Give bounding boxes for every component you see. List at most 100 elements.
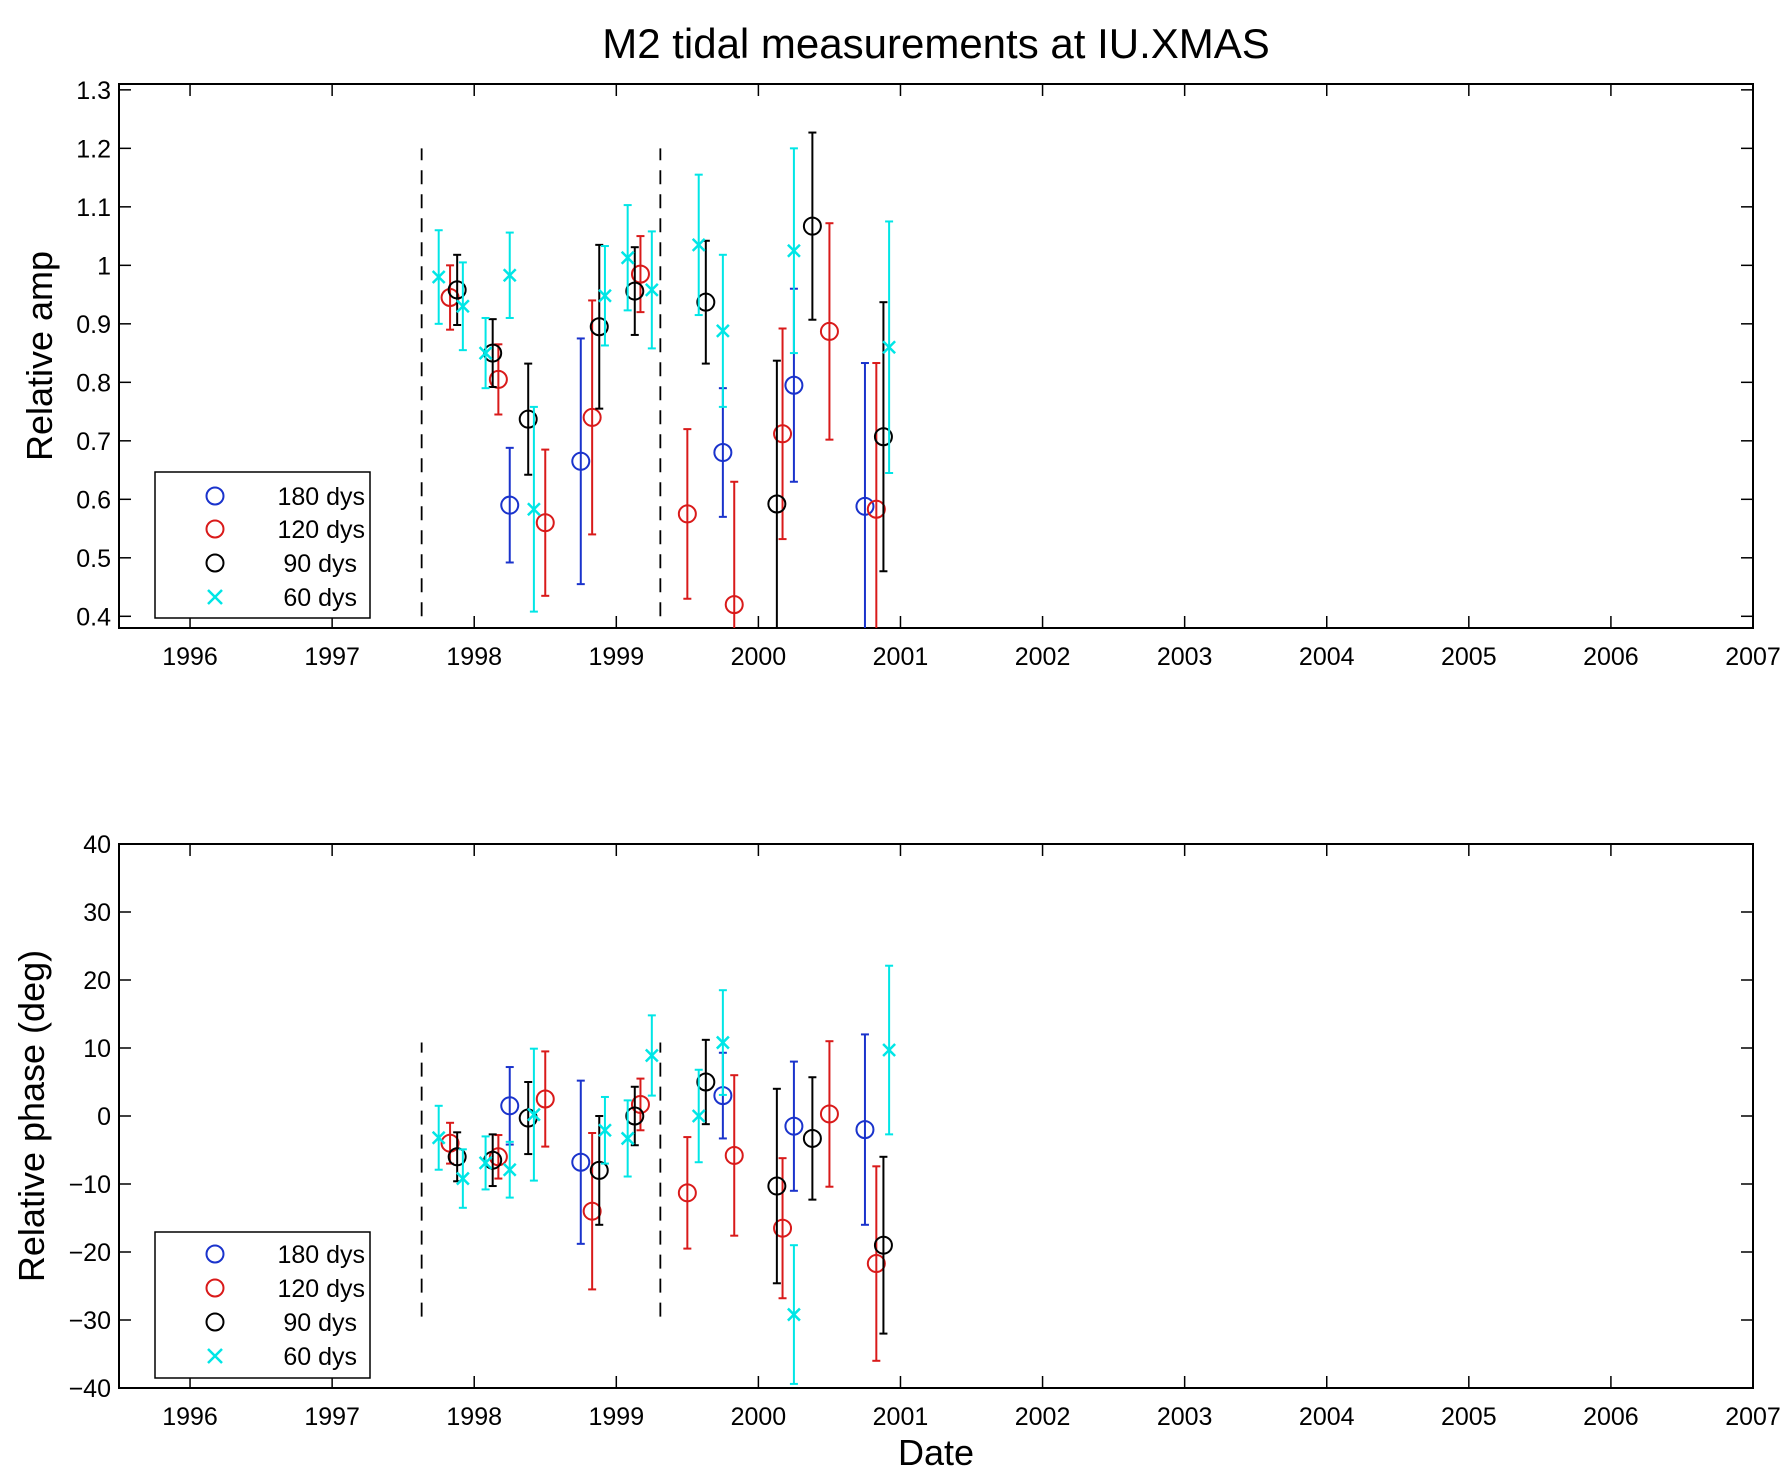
circle-marker (625, 1106, 645, 1126)
cross-marker (502, 268, 517, 283)
data-point-60 (502, 1140, 517, 1199)
circle-marker (488, 369, 508, 389)
circle-marker (677, 1183, 697, 1203)
circle-marker (630, 264, 650, 284)
circle-marker (866, 1254, 886, 1274)
circle-marker (784, 1116, 804, 1136)
cross-marker (620, 250, 635, 265)
circle-marker (589, 1160, 609, 1180)
data-point-60 (620, 204, 635, 312)
y-tick-label: 1.2 (76, 135, 111, 163)
legend-marker-90 (205, 1312, 225, 1332)
circle-marker (767, 494, 787, 514)
legend-entry-180: 180 dys (205, 483, 365, 511)
cross-marker (691, 1109, 706, 1123)
legend-label-90: 90 dys (283, 550, 357, 578)
circle-marker (571, 451, 591, 471)
y-tick-label: −40 (69, 1375, 111, 1403)
amplitude-dashed-lines (420, 148, 662, 617)
data-point-60 (527, 1047, 541, 1182)
circle-marker (535, 1089, 555, 1109)
cross-marker (644, 1048, 659, 1063)
legend-label-90: 90 dys (283, 1309, 357, 1337)
circle-marker (724, 1145, 744, 1165)
x-tick-label: 2007 (1725, 1403, 1781, 1431)
data-point-60 (715, 989, 730, 1096)
x-tick-label: 1998 (446, 643, 502, 671)
legend-marker-120 (205, 1278, 225, 1298)
circle-marker (873, 1235, 893, 1255)
amplitude-y-axis-label: Relative amp (19, 251, 60, 461)
data-point-60 (644, 1014, 659, 1097)
cross-marker (455, 1171, 470, 1186)
x-tick-label: 1997 (304, 643, 360, 671)
legend-marker-120 (205, 519, 225, 539)
cross-marker (882, 1043, 896, 1057)
data-point-60 (691, 173, 706, 317)
x-tick-label: 2003 (1157, 1403, 1213, 1431)
data-point-180 (571, 1079, 591, 1245)
amplitude-legend: 180 dys 120 dys 90 dys 60 dys (154, 471, 371, 619)
data-point-90 (873, 1155, 893, 1335)
y-tick-label: −30 (69, 1307, 111, 1335)
legend-marker-180 (205, 486, 225, 506)
data-point-60 (787, 1244, 801, 1385)
data-point-60 (691, 1068, 706, 1164)
data-point-180 (784, 1060, 804, 1192)
cross-marker (620, 1131, 635, 1146)
y-tick-label: 20 (83, 967, 111, 995)
data-point-60 (455, 261, 470, 352)
legend-marker-60 (207, 1348, 223, 1364)
circle-marker (724, 595, 744, 615)
y-tick-label: −10 (69, 1171, 111, 1199)
legend-label-120: 120 dys (277, 1275, 365, 1303)
legend-label-60: 60 dys (283, 1343, 357, 1371)
circle-marker (802, 216, 822, 236)
cross-marker (527, 502, 541, 517)
data-point-60 (644, 230, 659, 350)
cross-marker (644, 283, 659, 297)
data-point-90 (589, 243, 609, 410)
circle-marker (866, 499, 886, 519)
cross-marker (598, 288, 612, 303)
x-tick-label: 1997 (304, 1403, 360, 1431)
data-point-180 (500, 1066, 520, 1146)
data-point-60 (455, 1148, 470, 1209)
circle-marker (773, 1218, 793, 1238)
phase-x-axis-label: Date (898, 1432, 974, 1473)
y-tick-label: 30 (83, 899, 111, 927)
phase-y-axis-label: Relative phase (deg) (11, 950, 52, 1282)
circle-marker (582, 1201, 602, 1221)
y-tick-label: 0.6 (76, 486, 111, 514)
legend-marker-180 (205, 1244, 225, 1264)
data-point-180 (855, 362, 875, 628)
cross-marker (882, 340, 896, 355)
x-tick-label: 2006 (1583, 1403, 1639, 1431)
data-point-60 (882, 964, 896, 1136)
data-point-120 (866, 362, 886, 628)
phase-panel: Relative phase (deg) Date 1996 1997 1998 19… (11, 831, 1781, 1473)
legend-entry-90: 90 dys (205, 1309, 357, 1337)
circle-marker (447, 280, 467, 300)
x-tick-label: 1999 (588, 1403, 644, 1431)
circle-marker (784, 375, 804, 395)
data-point-120 (819, 222, 839, 441)
circle-marker (855, 496, 875, 516)
legend-entry-120: 120 dys (205, 1275, 365, 1303)
circle-marker (625, 281, 645, 301)
data-point-60 (598, 245, 612, 347)
cross-marker (787, 1307, 801, 1322)
data-point-60 (478, 316, 493, 390)
cross-marker (691, 237, 706, 252)
x-tick-label: 2004 (1299, 1403, 1355, 1431)
data-point-90 (447, 253, 467, 326)
phase-dashed-lines (420, 1042, 662, 1317)
data-point-90 (802, 1076, 822, 1201)
data-point-60 (431, 1104, 446, 1171)
data-point-120 (630, 235, 650, 314)
legend-entry-120: 120 dys (205, 516, 365, 544)
cross-marker (455, 299, 470, 314)
y-tick-label: 40 (83, 831, 111, 859)
circle-marker (713, 443, 733, 463)
